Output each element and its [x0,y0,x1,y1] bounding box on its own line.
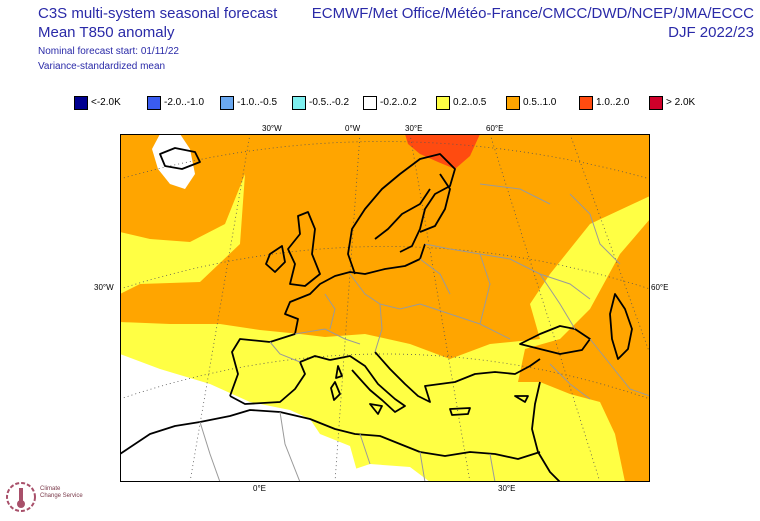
lon-label-bottom: 0°E [253,484,266,493]
c3s-logo: Climate Change Service [4,478,114,518]
legend-label: -0.5..-0.2 [309,97,350,108]
map-frame [120,134,650,482]
forecast-start-note: Nominal forecast start: 01/11/22 [38,46,179,57]
climate-service-emblem-icon [6,482,36,512]
legend-label: -1.0..-0.5 [237,97,278,108]
legend-swatch [649,96,663,110]
legend-label: -2.0..-1.0 [164,97,205,108]
lon-label-left: 30°W [94,283,114,292]
season-title: DJF 2022/23 [668,24,754,41]
logo-text: Climate Change Service [40,486,83,500]
legend-swatch [436,96,450,110]
legend-label: <-2.0K [91,97,121,108]
legend-swatch [74,96,88,110]
variable-title: Mean T850 anomaly [38,24,175,41]
logo-line-1: Climate [40,486,61,492]
legend-label: 0.5..1.0 [523,97,557,108]
legend-swatch [579,96,593,110]
lon-label-top: 30°E [405,124,423,133]
lon-label-top: 0°W [345,124,361,133]
legend-swatch [147,96,161,110]
anomaly-field-neutral [340,464,430,482]
lon-label-top: 30°W [262,124,282,133]
legend-swatch [220,96,234,110]
mean-type-note: Variance-standardized mean [38,61,166,72]
graticule [120,134,650,482]
legend-swatch [506,96,520,110]
anomaly-field-neutral [152,134,195,189]
legend-label: 1.0..2.0 [596,97,630,108]
chart-title: C3S multi-system seasonal forecast [38,5,278,22]
lon-label-top: 60°E [486,124,504,133]
anomaly-map [120,134,650,482]
legend-swatch [363,96,377,110]
country-borders [199,183,650,482]
lon-label-bottom: 30°E [498,484,516,493]
anomaly-field-0.5-1.0 [120,134,650,359]
coastlines [120,147,633,482]
anomaly-field-0.5-1.0 [518,219,650,482]
legend-label: -0.2..0.2 [380,97,417,108]
legend-label: > 2.0K [666,97,696,108]
legend-label: 0.2..0.5 [453,97,487,108]
logo-line-2: Change Service [40,493,83,499]
legend-swatch [292,96,306,110]
lon-label-right: 60°E [651,283,669,292]
centres-title: ECMWF/Met Office/Météo-France/CMCC/DWD/N… [311,5,754,22]
anomaly-field-neutral [120,354,360,482]
anomaly-field-1.0-2.0 [405,134,480,169]
